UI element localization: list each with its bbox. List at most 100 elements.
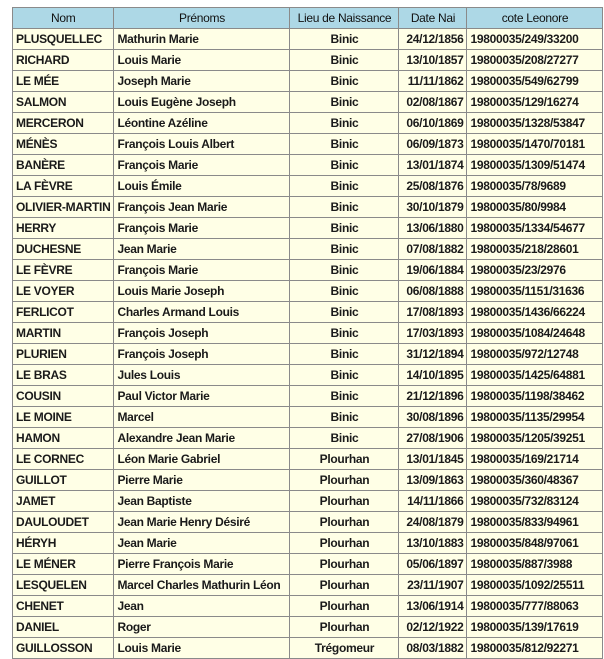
cell-prenoms: Marcel bbox=[113, 406, 291, 428]
cell-prenoms: Jean Baptiste bbox=[113, 490, 291, 512]
cell-cote: 19800035/1205/39251 bbox=[466, 427, 604, 449]
cell-lieu: Binic bbox=[289, 112, 400, 134]
cell-prenoms: François Marie bbox=[113, 217, 291, 239]
cell-cote: 19800035/833/94961 bbox=[466, 511, 604, 533]
cell-cote: 19800035/360/48367 bbox=[466, 469, 604, 491]
cell-date: 02/12/1922 bbox=[398, 616, 468, 638]
cell-prenoms: Louis Émile bbox=[113, 175, 291, 197]
cell-nom: JAMET bbox=[11, 490, 115, 512]
cell-cote: 19800035/1135/29954 bbox=[466, 406, 604, 428]
cell-cote: 19800035/1151/31636 bbox=[466, 280, 604, 302]
table-body: PLUSQUELLEC Mathurin Marie Binic 24/12/1856… bbox=[11, 28, 604, 659]
cell-prenoms: François Louis Albert bbox=[113, 133, 291, 155]
cell-cote: 19800035/1328/53847 bbox=[466, 112, 604, 134]
table-row: LE VOYER Louis Marie Joseph Binic 06/08/188… bbox=[11, 280, 604, 302]
cell-prenoms: François Joseph bbox=[113, 322, 291, 344]
cell-cote: 19800035/23/2976 bbox=[466, 259, 604, 281]
cell-cote: 19800035/1092/25511 bbox=[466, 574, 604, 596]
cell-nom: SALMON bbox=[11, 91, 115, 113]
table-row: MARTIN François Joseph Binic 17/03/1893 1980… bbox=[11, 322, 604, 344]
cell-date: 13/10/1883 bbox=[398, 532, 468, 554]
header-lieu[interactable]: Lieu de Naissance bbox=[289, 7, 400, 29]
cell-cote: 19800035/1425/64881 bbox=[466, 364, 604, 386]
cell-nom: HÉRYH bbox=[11, 532, 115, 554]
cell-nom: LE MÉNER bbox=[11, 553, 115, 575]
cell-nom: MARTIN bbox=[11, 322, 115, 344]
cell-lieu: Binic bbox=[289, 175, 400, 197]
header-cote[interactable]: cote Leonore bbox=[466, 7, 604, 29]
cell-date: 07/08/1882 bbox=[398, 238, 468, 260]
table-row: LA FÈVRE Louis Émile Binic 25/08/1876 198000… bbox=[11, 175, 604, 197]
cell-nom: LE FÈVRE bbox=[11, 259, 115, 281]
cell-prenoms: Pierre François Marie bbox=[113, 553, 291, 575]
cell-cote: 19800035/887/3988 bbox=[466, 553, 604, 575]
cell-nom: MERCERON bbox=[11, 112, 115, 134]
cell-nom: GUILLOSSON bbox=[11, 637, 115, 659]
cell-lieu: Plourhan bbox=[289, 511, 400, 533]
table-row: COUSIN Paul Victor Marie Binic 21/12/1896 19… bbox=[11, 385, 604, 407]
cell-lieu: Binic bbox=[289, 427, 400, 449]
cell-nom: CHENET bbox=[11, 595, 115, 617]
cell-date: 13/01/1845 bbox=[398, 448, 468, 470]
cell-date: 06/09/1873 bbox=[398, 133, 468, 155]
table-row: LE MOINE Marcel Binic 30/08/1896 19800035/11… bbox=[11, 406, 604, 428]
table-row: LE MÉNER Pierre François Marie Plourhan 05/… bbox=[11, 553, 604, 575]
cell-nom: LE BRAS bbox=[11, 364, 115, 386]
cell-lieu: Plourhan bbox=[289, 616, 400, 638]
cell-date: 02/08/1867 bbox=[398, 91, 468, 113]
table-row: LE BRAS Jules Louis Binic 14/10/1895 1980003… bbox=[11, 364, 604, 386]
cell-lieu: Binic bbox=[289, 280, 400, 302]
cell-nom: GUILLOT bbox=[11, 469, 115, 491]
cell-date: 23/11/1907 bbox=[398, 574, 468, 596]
table-row: GUILLOSSON Louis Marie Trégomeur 08/03/1882… bbox=[11, 637, 604, 659]
cell-date: 24/12/1856 bbox=[398, 28, 468, 50]
header-nom[interactable]: Nom bbox=[11, 7, 115, 29]
table-row: GUILLOT Pierre Marie Plourhan 13/09/1863 198… bbox=[11, 469, 604, 491]
cell-nom: MÉNÈS bbox=[11, 133, 115, 155]
cell-nom: PLUSQUELLEC bbox=[11, 28, 115, 50]
cell-lieu: Binic bbox=[289, 406, 400, 428]
cell-prenoms: Marcel Charles Mathurin Léon bbox=[113, 574, 291, 596]
cell-date: 14/10/1895 bbox=[398, 364, 468, 386]
cell-lieu: Plourhan bbox=[289, 574, 400, 596]
cell-date: 30/10/1879 bbox=[398, 196, 468, 218]
cell-lieu: Binic bbox=[289, 259, 400, 281]
cell-lieu: Binic bbox=[289, 301, 400, 323]
table-row: PLUSQUELLEC Mathurin Marie Binic 24/12/1856… bbox=[11, 28, 604, 50]
table-row: OLIVIER-MARTIN François Jean Marie Binic 30… bbox=[11, 196, 604, 218]
table-row: SALMON Louis Eugène Joseph Binic 02/08/1867… bbox=[11, 91, 604, 113]
cell-nom: DANIEL bbox=[11, 616, 115, 638]
cell-date: 25/08/1876 bbox=[398, 175, 468, 197]
cell-nom: LE MOINE bbox=[11, 406, 115, 428]
cell-lieu: Trégomeur bbox=[289, 637, 400, 659]
cell-date: 13/01/1874 bbox=[398, 154, 468, 176]
cell-cote: 19800035/208/27277 bbox=[466, 49, 604, 71]
cell-cote: 19800035/78/9689 bbox=[466, 175, 604, 197]
cell-nom: RICHARD bbox=[11, 49, 115, 71]
cell-date: 31/12/1894 bbox=[398, 343, 468, 365]
cell-cote: 19800035/1470/70181 bbox=[466, 133, 604, 155]
leonore-table: Nom Prénoms Lieu de Naissance Date Nai c… bbox=[11, 7, 604, 659]
cell-prenoms: Roger bbox=[113, 616, 291, 638]
cell-prenoms: Louis Eugène Joseph bbox=[113, 91, 291, 113]
cell-cote: 19800035/80/9984 bbox=[466, 196, 604, 218]
table-row: PLURIEN François Joseph Binic 31/12/1894 198… bbox=[11, 343, 604, 365]
cell-cote: 19800035/139/17619 bbox=[466, 616, 604, 638]
cell-date: 13/06/1914 bbox=[398, 595, 468, 617]
cell-date: 27/08/1906 bbox=[398, 427, 468, 449]
cell-prenoms: Jean Marie bbox=[113, 238, 291, 260]
cell-cote: 19800035/249/33200 bbox=[466, 28, 604, 50]
cell-date: 13/06/1880 bbox=[398, 217, 468, 239]
header-date[interactable]: Date Nai bbox=[398, 7, 468, 29]
cell-date: 17/03/1893 bbox=[398, 322, 468, 344]
cell-prenoms: Alexandre Jean Marie bbox=[113, 427, 291, 449]
cell-cote: 19800035/1309/51474 bbox=[466, 154, 604, 176]
cell-cote: 19800035/777/88063 bbox=[466, 595, 604, 617]
cell-cote: 19800035/1084/24648 bbox=[466, 322, 604, 344]
cell-cote: 19800035/549/62799 bbox=[466, 70, 604, 92]
cell-lieu: Binic bbox=[289, 238, 400, 260]
cell-date: 14/11/1866 bbox=[398, 490, 468, 512]
cell-date: 06/10/1869 bbox=[398, 112, 468, 134]
header-prenoms[interactable]: Prénoms bbox=[113, 7, 291, 29]
header-row: Nom Prénoms Lieu de Naissance Date Nai c… bbox=[11, 7, 604, 29]
